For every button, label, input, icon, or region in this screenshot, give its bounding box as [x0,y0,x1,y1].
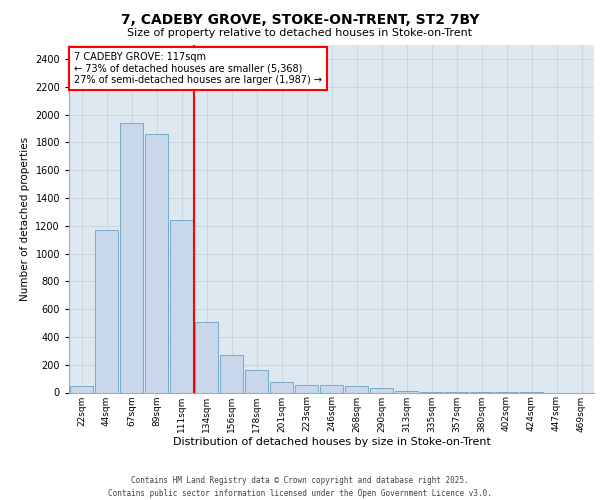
Bar [395,391,418,392]
Bar [345,386,368,392]
Bar [295,385,318,392]
Bar [245,370,268,392]
Bar [170,220,193,392]
Y-axis label: Number of detached properties: Number of detached properties [20,136,29,301]
Text: 7 CADEBY GROVE: 117sqm
← 73% of detached houses are smaller (5,368)
27% of semi-: 7 CADEBY GROVE: 117sqm ← 73% of detached… [74,52,322,85]
Bar [270,382,293,392]
Bar [95,230,118,392]
Bar [145,134,168,392]
Bar [195,322,218,392]
Bar [370,388,393,392]
Bar [120,123,143,392]
Bar [220,355,243,393]
Text: 7, CADEBY GROVE, STOKE-ON-TRENT, ST2 7BY: 7, CADEBY GROVE, STOKE-ON-TRENT, ST2 7BY [121,12,479,26]
Text: Contains HM Land Registry data © Crown copyright and database right 2025.
Contai: Contains HM Land Registry data © Crown c… [108,476,492,498]
Bar [70,386,93,392]
X-axis label: Distribution of detached houses by size in Stoke-on-Trent: Distribution of detached houses by size … [173,437,490,447]
Text: Size of property relative to detached houses in Stoke-on-Trent: Size of property relative to detached ho… [127,28,473,38]
Bar [320,385,343,392]
